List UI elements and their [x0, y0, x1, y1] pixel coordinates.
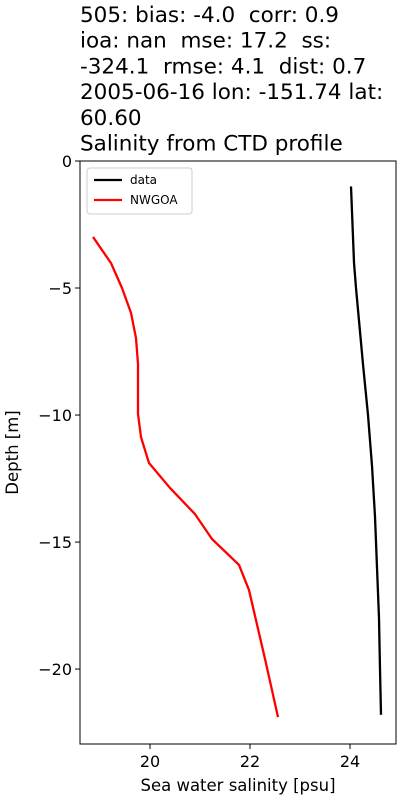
series-line	[92, 236, 280, 718]
chart-title: 60.60	[80, 106, 142, 131]
chart-title: -324.1 rmse: 4.1 dist: 0.7	[80, 54, 366, 79]
x-axis-label: Sea water salinity [psu]	[140, 776, 335, 795]
chart-title: 2005-06-16 lon: -151.74 lat:	[80, 80, 383, 105]
chart-title: 505: bias: -4.0 corr: 0.9	[80, 3, 339, 28]
legend-label: data	[130, 173, 157, 187]
legend-label: NWGOA	[130, 193, 178, 207]
x-tick-label: 24	[340, 752, 360, 771]
plot-frame	[79, 160, 397, 745]
y-tick-label: −20	[38, 660, 72, 679]
y-axis-label: Depth [m]	[3, 410, 22, 494]
chart-title: Salinity from CTD profile	[80, 132, 343, 157]
x-tick-label: 20	[140, 752, 160, 771]
y-tick-label: 0	[62, 152, 72, 171]
chart-title: ioa: nan mse: 17.2 ss:	[80, 29, 331, 54]
y-tick-label: −10	[38, 406, 72, 425]
x-tick-label: 22	[240, 752, 260, 771]
y-tick-label: −15	[38, 533, 72, 552]
y-tick-label: −5	[48, 279, 72, 298]
series-line	[349, 186, 383, 715]
